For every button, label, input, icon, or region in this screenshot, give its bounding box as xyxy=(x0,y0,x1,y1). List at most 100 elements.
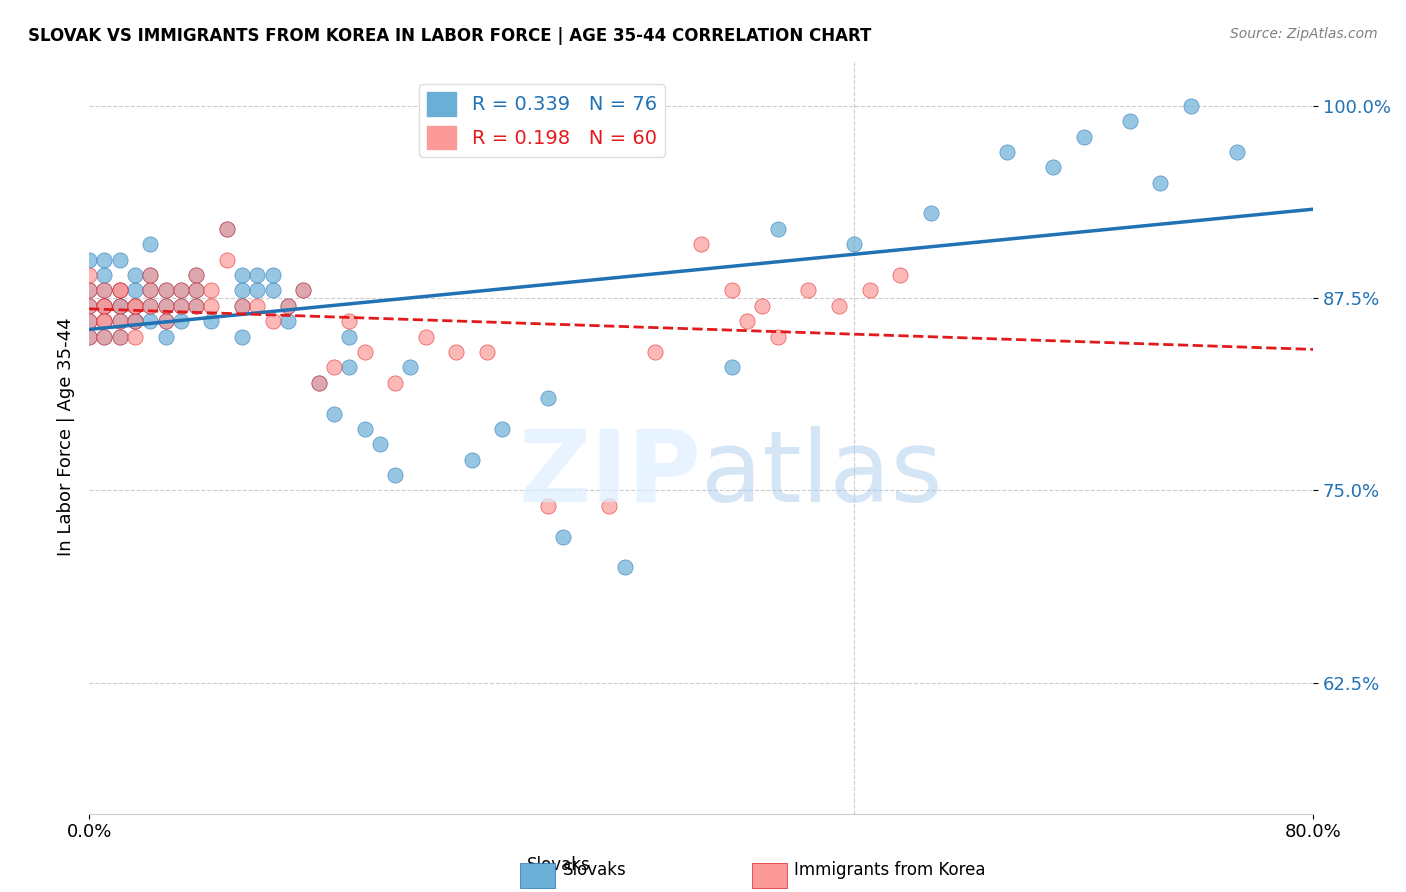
Point xyxy=(231,268,253,282)
Point xyxy=(292,284,315,298)
Point xyxy=(231,284,253,298)
Point xyxy=(231,299,253,313)
Point xyxy=(720,360,742,375)
Point xyxy=(828,299,851,313)
Text: Immigrants from Korea: Immigrants from Korea xyxy=(794,861,986,879)
Point xyxy=(246,268,269,282)
Point xyxy=(690,237,713,252)
Point xyxy=(139,237,162,252)
Point xyxy=(155,299,177,313)
Point xyxy=(277,299,299,313)
Point xyxy=(155,299,177,313)
Point xyxy=(231,329,253,343)
Point xyxy=(139,268,162,282)
Point xyxy=(262,314,284,328)
Point xyxy=(155,314,177,328)
Point xyxy=(200,284,222,298)
Point xyxy=(124,299,146,313)
Point xyxy=(108,329,131,343)
Point xyxy=(1118,114,1140,128)
Point xyxy=(108,284,131,298)
Point xyxy=(231,299,253,313)
Point xyxy=(384,376,406,390)
Point xyxy=(93,252,115,267)
Point xyxy=(537,391,560,405)
Point xyxy=(170,284,193,298)
Point xyxy=(170,314,193,328)
Point xyxy=(858,284,880,298)
Point xyxy=(322,360,344,375)
Point xyxy=(77,252,100,267)
Point xyxy=(124,314,146,328)
Point xyxy=(1149,176,1171,190)
Point xyxy=(920,206,942,220)
Point xyxy=(1226,145,1249,159)
Point xyxy=(215,222,238,236)
Point xyxy=(186,299,208,313)
Point xyxy=(598,499,620,513)
Point xyxy=(108,314,131,328)
Text: Slovaks: Slovaks xyxy=(562,861,626,879)
Point xyxy=(337,329,360,343)
Point xyxy=(77,299,100,313)
Point xyxy=(77,299,100,313)
Point xyxy=(124,299,146,313)
Point xyxy=(93,314,115,328)
Point xyxy=(77,268,100,282)
Point xyxy=(124,299,146,313)
Point xyxy=(246,299,269,313)
Point xyxy=(735,314,758,328)
Text: atlas: atlas xyxy=(702,425,943,523)
Point xyxy=(766,329,789,343)
Point xyxy=(995,145,1018,159)
Point xyxy=(139,299,162,313)
Point xyxy=(889,268,911,282)
Point xyxy=(108,329,131,343)
Point xyxy=(93,284,115,298)
Point xyxy=(186,284,208,298)
Point xyxy=(553,530,575,544)
Point xyxy=(277,314,299,328)
Point xyxy=(292,284,315,298)
Point xyxy=(139,284,162,298)
Point xyxy=(1073,129,1095,144)
Point xyxy=(108,252,131,267)
Point xyxy=(93,314,115,328)
Point xyxy=(491,422,513,436)
Legend: R = 0.339   N = 76, R = 0.198   N = 60: R = 0.339 N = 76, R = 0.198 N = 60 xyxy=(419,85,665,157)
Point xyxy=(155,314,177,328)
Point xyxy=(262,268,284,282)
Point xyxy=(77,314,100,328)
Point xyxy=(139,314,162,328)
Point xyxy=(170,284,193,298)
Point xyxy=(124,299,146,313)
Point xyxy=(93,284,115,298)
Point xyxy=(277,299,299,313)
Point xyxy=(322,407,344,421)
Point xyxy=(93,299,115,313)
Point xyxy=(139,284,162,298)
Point xyxy=(108,284,131,298)
Point xyxy=(124,314,146,328)
Point xyxy=(353,422,375,436)
Point xyxy=(93,268,115,282)
Point xyxy=(77,284,100,298)
Point xyxy=(155,284,177,298)
Text: Source: ZipAtlas.com: Source: ZipAtlas.com xyxy=(1230,27,1378,41)
Point xyxy=(308,376,330,390)
Text: Slovaks: Slovaks xyxy=(527,856,591,874)
Point xyxy=(368,437,391,451)
Point xyxy=(124,314,146,328)
Point xyxy=(77,314,100,328)
Point xyxy=(77,284,100,298)
Point xyxy=(93,299,115,313)
Point xyxy=(108,314,131,328)
Point xyxy=(644,345,666,359)
Point xyxy=(1180,99,1202,113)
Point xyxy=(460,452,482,467)
Point xyxy=(200,314,222,328)
Point xyxy=(108,284,131,298)
Point xyxy=(186,284,208,298)
Point xyxy=(139,299,162,313)
Point xyxy=(337,360,360,375)
